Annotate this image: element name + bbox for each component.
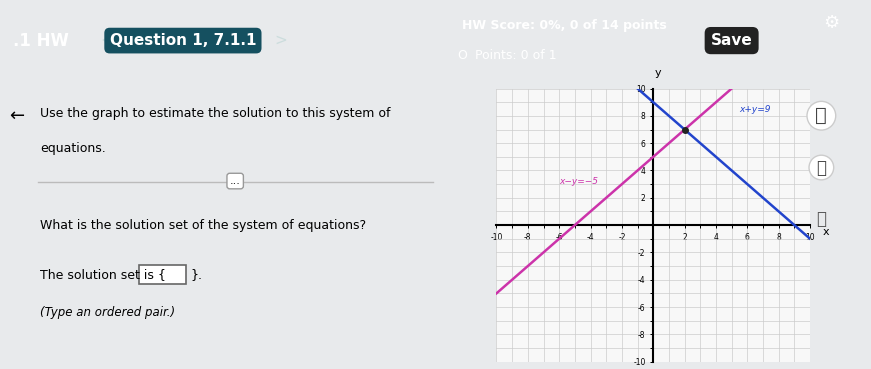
FancyBboxPatch shape [138, 265, 186, 284]
Text: y: y [655, 68, 661, 77]
Text: x−y=−5: x−y=−5 [559, 177, 598, 186]
Text: ⛶: ⛶ [816, 210, 827, 228]
Text: equations.: equations. [40, 142, 105, 155]
Text: ⚙: ⚙ [824, 14, 840, 32]
Text: <: < [100, 33, 113, 48]
Text: ...: ... [230, 176, 240, 186]
Text: .1 HW: .1 HW [13, 32, 69, 49]
Text: ←: ← [10, 107, 24, 125]
Text: x+y=9: x+y=9 [739, 104, 771, 114]
Text: ⌕: ⌕ [816, 159, 827, 176]
Text: Use the graph to estimate the solution to this system of: Use the graph to estimate the solution t… [40, 107, 390, 120]
Text: }.: }. [191, 268, 202, 281]
Text: ⌕: ⌕ [815, 106, 827, 125]
Text: Points: 0 of 1: Points: 0 of 1 [475, 49, 557, 62]
Text: HW Score: 0%, 0 of 14 points: HW Score: 0%, 0 of 14 points [462, 20, 666, 32]
Text: >: > [274, 33, 287, 48]
Text: The solution set is {: The solution set is { [40, 268, 165, 281]
Text: x: x [822, 227, 829, 237]
Text: Question 1, 7.1.1: Question 1, 7.1.1 [110, 33, 256, 48]
Text: What is the solution set of the system of equations?: What is the solution set of the system o… [40, 219, 366, 232]
Text: Save: Save [711, 33, 753, 48]
Text: (Type an ordered pair.): (Type an ordered pair.) [40, 306, 175, 319]
Text: O: O [457, 49, 467, 62]
